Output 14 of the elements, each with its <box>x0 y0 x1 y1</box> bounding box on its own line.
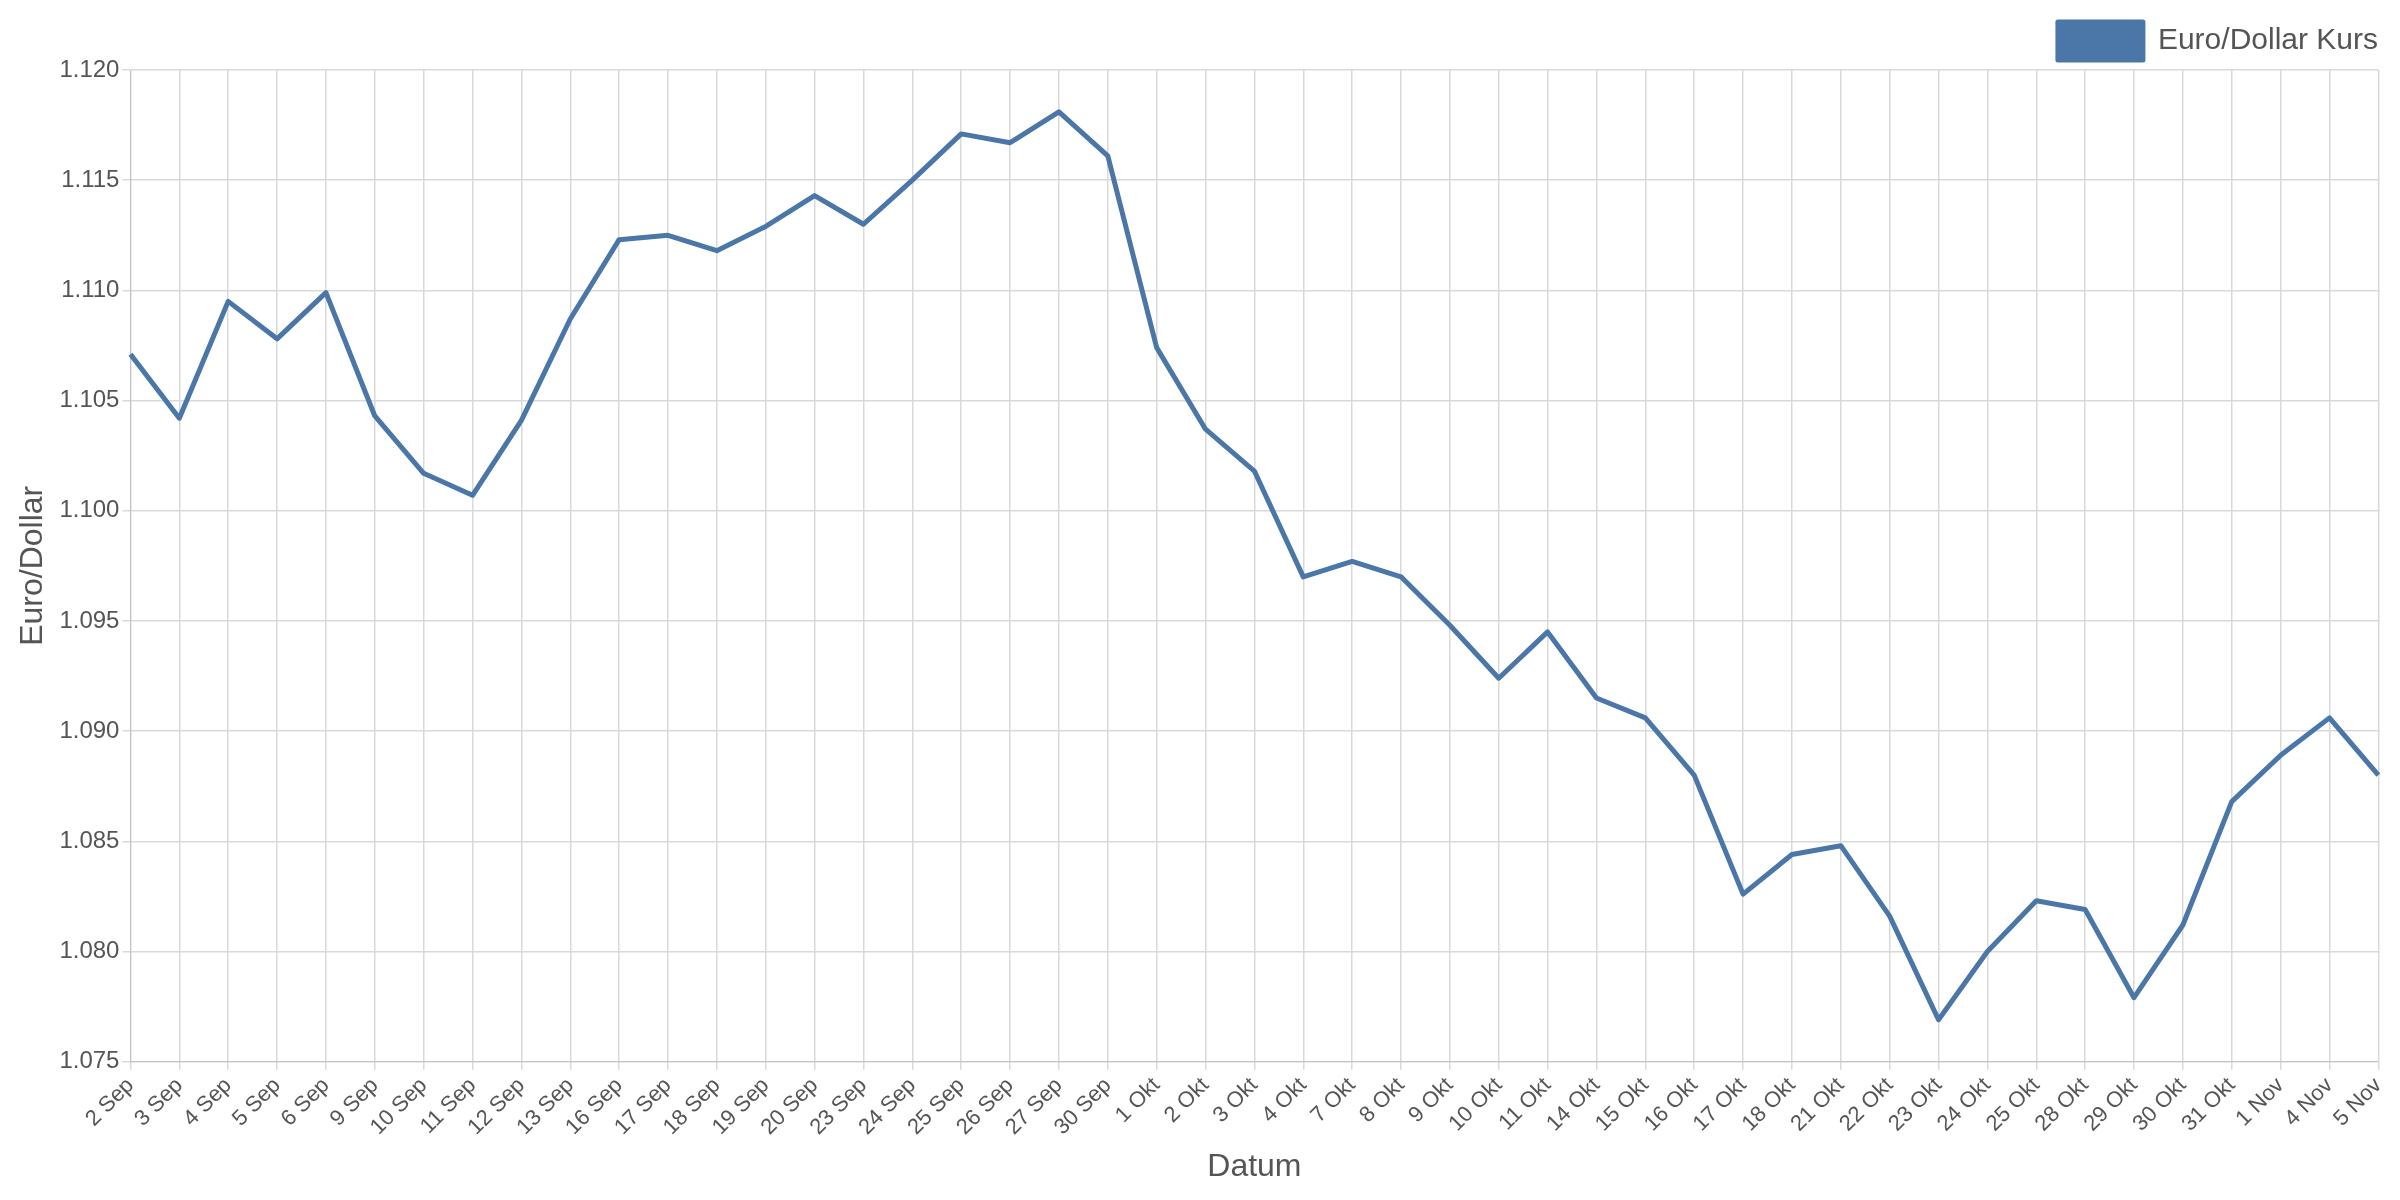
x-axis-title: Datum <box>1207 1146 1302 1183</box>
y-tick-label: 1.095 <box>59 605 120 633</box>
y-tick-label: 1.080 <box>59 936 120 964</box>
legend-label: Euro/Dollar Kurs <box>2157 22 2378 56</box>
y-tick-label: 1.090 <box>59 715 120 743</box>
y-tick-label: 1.085 <box>59 825 120 853</box>
y-tick-label: 1.075 <box>59 1046 120 1074</box>
y-tick-label: 1.115 <box>61 164 120 192</box>
y-tick-label: 1.120 <box>59 54 120 82</box>
x-tick-label: 1 Okt <box>1109 1072 1165 1127</box>
y-tick-label: 1.110 <box>61 274 120 302</box>
y-tick-label: 1.105 <box>59 385 120 413</box>
y-axis-title: Euro/Dollar <box>13 485 50 646</box>
y-tick-label: 1.100 <box>59 495 120 523</box>
